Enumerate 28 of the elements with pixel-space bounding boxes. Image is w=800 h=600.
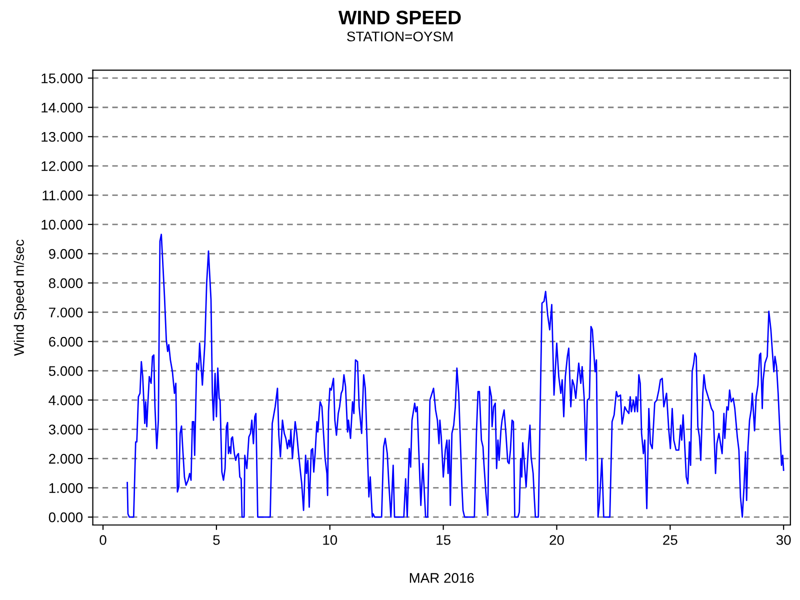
y-tick-label: 9.000 [48,249,83,259]
x-tick-label: 20 [550,535,564,545]
chart-title: WIND SPEED [338,10,461,24]
y-tick-label: 14.000 [42,102,83,113]
y-tick-label: 11.000 [42,190,83,200]
chart-subtitle: STATION=OYSM [347,32,452,42]
y-tick-label: 5.000 [48,366,83,376]
y-tick-label: 4.000 [48,395,83,406]
y-tick-label: 10.000 [42,220,83,230]
line-series [126,234,784,518]
y-axis-title: Wind Speed m/sec [14,240,27,356]
y-tick-label: 6.000 [49,336,83,347]
y-tick-label: 13.000 [42,132,83,142]
y-tick-label: 2.000 [49,454,83,464]
x-axis-title: MAR 2016 [410,573,474,583]
y-tick-label: 8.000 [48,278,83,288]
x-tick-label: 30 [776,535,791,545]
y-tick-label: 7.000 [49,308,83,318]
x-tick-label: 0 [100,535,106,545]
x-tick-label: 25 [663,535,678,545]
y-tick-label: 0.000 [48,512,83,522]
x-tick-label: 15 [436,535,450,545]
y-tick-label: 3.000 [48,424,83,434]
x-tick-label: 5 [213,535,220,545]
y-tick-label: 12.000 [42,161,83,172]
x-tick-label: 10 [323,535,338,545]
y-tick-label: 15.000 [42,73,83,84]
y-tick-label: 1.000 [49,483,83,493]
